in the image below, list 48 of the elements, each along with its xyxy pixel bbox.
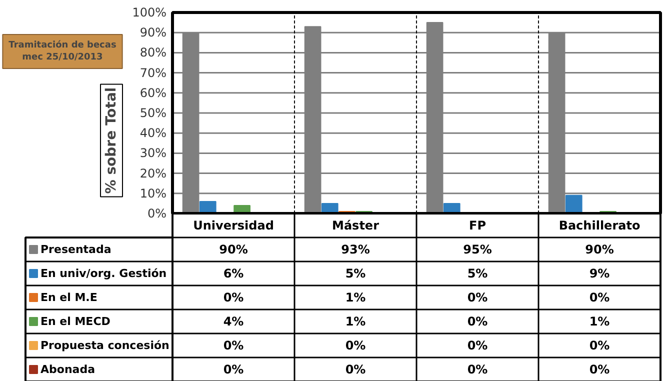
legend-label: En univ/org. Gestión: [40, 267, 167, 280]
legend-label: Abonada: [40, 363, 95, 376]
y-tick-label: 90%: [140, 26, 166, 40]
data-label: 0%: [223, 362, 244, 376]
y-tick-label: 40%: [140, 126, 166, 140]
data-label: 95%: [463, 242, 492, 256]
text: Tramitación de becas mec 25/10/2013: [8, 40, 116, 62]
data-label: 5%: [345, 266, 366, 280]
data-label: 0%: [467, 314, 488, 328]
y-tick-label: 30%: [140, 146, 166, 160]
y-tick-label: 100%: [132, 6, 167, 20]
data-label: 0%: [345, 338, 366, 352]
x-tick-label: Máster: [332, 218, 380, 232]
data-label: 93%: [341, 242, 370, 256]
y-tick-label: 80%: [140, 46, 166, 60]
y-tick-label: 0%: [147, 206, 167, 220]
y-tick-label: 50%: [140, 106, 166, 120]
data-label: 0%: [223, 290, 244, 304]
data-label: 5%: [467, 266, 488, 280]
data-label: 4%: [223, 314, 244, 328]
data-label: 6%: [223, 266, 244, 280]
legend-label: En el M.E: [40, 291, 98, 304]
data-label: 1%: [589, 314, 610, 328]
legend-label: Presentada: [40, 243, 112, 256]
bar: [565, 194, 582, 214]
y-tick-label: 70%: [140, 66, 166, 80]
data-label: 0%: [467, 362, 488, 376]
x-tick-label: Universidad: [193, 218, 274, 232]
legend-label: Propuesta concesión: [40, 339, 170, 352]
data-label: 0%: [467, 338, 488, 352]
data-label: 9%: [589, 266, 610, 280]
y-tick-label: 60%: [140, 86, 166, 100]
data-label: 0%: [589, 290, 610, 304]
data-label: 1%: [345, 290, 366, 304]
legend-label: En el MECD: [40, 315, 110, 328]
data-label: 90%: [585, 242, 614, 256]
y-tick-label: 10%: [140, 186, 166, 200]
data-label: 0%: [345, 362, 366, 376]
x-tick-label: FP: [469, 218, 486, 232]
x-tick-label: Bachillerato: [558, 218, 640, 232]
y-tick-label: 20%: [140, 166, 166, 180]
data-label: 90%: [219, 242, 248, 256]
data-label: 0%: [467, 290, 488, 304]
data-label: 0%: [589, 362, 610, 376]
data-label: 0%: [223, 338, 244, 352]
y-axis-title: % sobre Total: [104, 87, 120, 194]
data-label: 1%: [345, 314, 366, 328]
data-label: 0%: [589, 338, 610, 352]
